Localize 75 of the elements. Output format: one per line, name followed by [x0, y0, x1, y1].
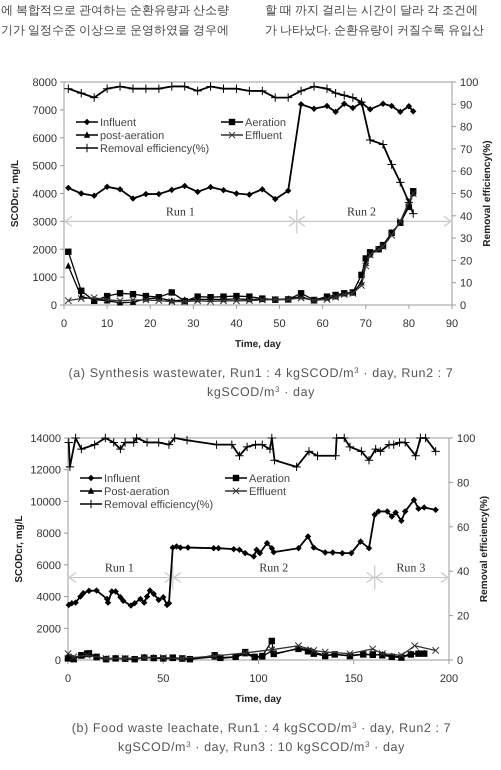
x-tick-label: 90 — [446, 318, 458, 330]
x-axis-title: Time, day — [235, 339, 282, 350]
y-tick-label: 10000 — [30, 496, 61, 508]
x-tick-label: 100 — [249, 673, 268, 685]
y-tick-label: 5000 — [32, 160, 57, 173]
y2-tick-label: 40 — [460, 210, 472, 223]
x-tick-label: 10 — [100, 318, 114, 330]
annotation: Run 3 — [396, 560, 426, 575]
x-tick-label: 150 — [344, 673, 363, 685]
x-tick-label: 60 — [316, 318, 329, 330]
y-tick-label: 4000 — [36, 592, 61, 604]
text: 기가 일정수준 이상으로 운영하였을 경우에 — [1, 23, 229, 37]
y2-tick-label: 0 — [460, 300, 466, 312]
legend-label: Effluent — [245, 130, 282, 142]
y-tick-label: 8000 — [32, 77, 57, 89]
legend-label: Aeration — [249, 473, 290, 485]
y-tick-label: 4000 — [32, 188, 57, 200]
legend-label: post-aeration — [100, 130, 164, 142]
y2-tick-label: 90 — [460, 99, 472, 112]
legend-label: Aeration — [245, 117, 286, 129]
y-tick-label: 14000 — [30, 433, 61, 445]
y2-tick-label: 20 — [457, 610, 470, 623]
text: 가 나타났다. 순환유량이 커질수록 유입산 — [265, 23, 484, 37]
annotation: Run 1 — [104, 560, 134, 575]
annotation: Run 1 — [166, 204, 195, 218]
text: (a) Synthesis wastewater, Run1 : 4 kgSCOD/m$^{3}$ · day, Run2 : 7 kgSCOD/m$^{3}$ · day — [68, 366, 454, 399]
y2-tick-label: 40 — [457, 566, 470, 578]
x-tick-label: 40 — [230, 318, 243, 330]
y2-tick-label: 0 — [457, 655, 464, 667]
y-tick-label: 2000 — [36, 623, 61, 636]
y2-tick-label: 10 — [460, 278, 472, 290]
y-tick-label: 7000 — [32, 104, 57, 117]
y2-tick-label: 100 — [460, 77, 478, 89]
y2-tick-label: 100 — [457, 433, 476, 445]
y2-tick-label: 80 — [460, 122, 472, 134]
text: (b) Food waste leachate, Run1 : 4 kgSCOD/m$^{3}$ · day, Run2 : 7 kgSCOD/m$^{3}$ · day, Run3 : 10 kgSCOD/m$^{3}$ · day — [72, 720, 452, 754]
y-axis-title: SCODcr, mg/L — [10, 160, 21, 228]
legend-label: Effluent — [249, 486, 286, 498]
y2-tick-label: 30 — [460, 233, 472, 246]
x-tick-label: 80 — [402, 318, 416, 330]
x-tick-label: 30 — [187, 318, 200, 330]
y2-tick-label: 20 — [460, 255, 472, 268]
annotation: Run 2 — [346, 204, 376, 218]
x-tick-label: 50 — [157, 673, 170, 685]
y-tick-label: 2000 — [32, 244, 57, 256]
y2-axis-title: Removal efficiency(%) — [482, 140, 493, 247]
x-tick-label: 20 — [144, 318, 156, 330]
annotation: Run 2 — [259, 560, 288, 575]
legend-label: Removal efficiency(%) — [104, 499, 214, 511]
legend-label: Removal efficiency(%) — [100, 143, 210, 155]
legend-label: Post-aeration — [104, 486, 170, 498]
legend-label: Influent — [100, 117, 136, 129]
y-tick-label: 3000 — [32, 216, 57, 228]
y2-tick-label: 60 — [457, 522, 470, 534]
y2-axis-title: Removal efficiency(%) — [479, 496, 490, 602]
y2-tick-label: 70 — [460, 144, 472, 156]
y-tick-label: 0 — [50, 300, 57, 312]
y2-tick-label: 60 — [460, 166, 472, 178]
x-tick-label: 0 — [64, 673, 72, 685]
y-tick-label: 12000 — [30, 464, 61, 477]
y-tick-label: 8000 — [36, 528, 61, 540]
y-tick-label: 0 — [54, 655, 61, 667]
x-tick-label: 70 — [360, 318, 372, 330]
text: 할 때 까지 걸리는 시간이 달라 각 조건에 — [265, 3, 478, 17]
legend-label: Influent — [104, 473, 140, 485]
x-tick-label: 200 — [440, 673, 458, 685]
y-axis-title: SCODcr, mg/L — [14, 515, 25, 583]
text: 에 복합적으로 관여하는 순환유량과 산소량 — [1, 3, 229, 17]
x-tick-label: 50 — [273, 318, 286, 330]
y2-tick-label: 80 — [457, 477, 470, 490]
x-axis-title: Time, day — [236, 694, 282, 705]
y-tick-label: 6000 — [36, 560, 61, 572]
y-tick-label: 1000 — [32, 272, 57, 284]
y-tick-label: 6000 — [32, 132, 57, 145]
y2-tick-label: 50 — [460, 188, 472, 200]
